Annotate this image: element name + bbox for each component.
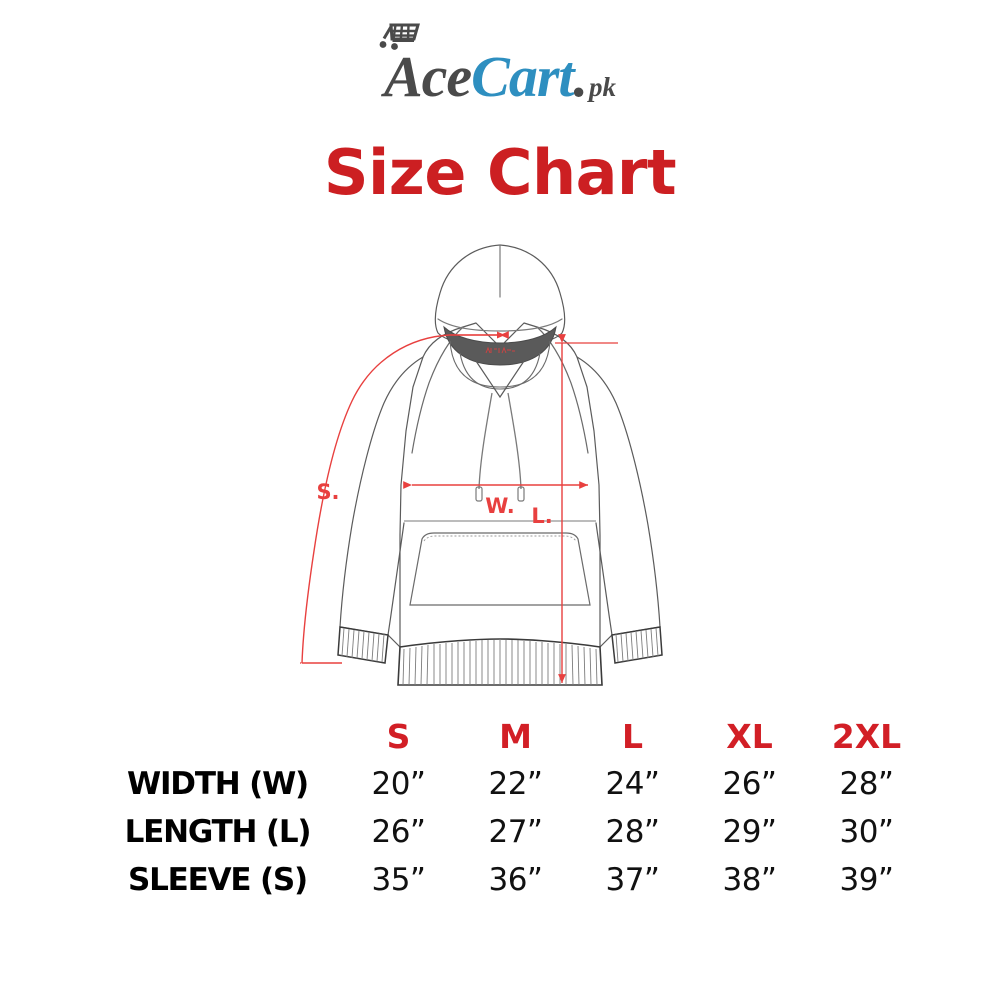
drawstring-right (507, 392, 522, 490)
brand-dot: . (573, 44, 589, 109)
cell-length-m: 27” (488, 814, 543, 850)
shopping-cart-icon (379, 23, 420, 50)
hoodie-collar (449, 340, 551, 388)
brand-name-cart: Cart (471, 44, 574, 109)
cell-sleeve-2xl: 39” (839, 862, 894, 898)
footer-col-xl (691, 904, 808, 952)
header-corner-blank (95, 712, 340, 760)
kangaroo-pocket (409, 532, 591, 606)
footer-col-m (457, 904, 574, 952)
hoodie-left-sleeve (339, 356, 424, 636)
table-row-sleeve: SLEEVE (S) 35” 36” 37” 38” 39” (95, 856, 925, 904)
cell-width-2xl: 28” (839, 766, 894, 802)
table-row-width: WIDTH (W) 20” 22” 24” 26” 28” (95, 760, 925, 808)
measurement-annotations (300, 331, 618, 683)
size-header-xl: XL (726, 716, 773, 756)
cell-sleeve-s: 35” (371, 862, 426, 898)
length-label: L. (531, 504, 552, 528)
drawstring-left (478, 392, 493, 490)
size-header-s: S (386, 716, 411, 756)
neck-opening (475, 360, 525, 399)
page-title: Size Chart (323, 136, 677, 209)
brand-tld: pk (589, 72, 617, 102)
cell-sleeve-xl: 38” (722, 862, 777, 898)
table-header-row: S M L XL 2XL (95, 712, 925, 760)
hoodie-cuff-left (337, 626, 389, 664)
cell-width-s: 20” (371, 766, 426, 802)
table-row-length: LENGTH (L) 26” 27” 28” 29” 30” (95, 808, 925, 856)
footer-col-l (574, 904, 691, 952)
cell-length-l: 28” (605, 814, 660, 850)
hood-interior (443, 325, 557, 366)
hoodie-cuff-right (611, 626, 663, 664)
cell-length-xl: 29” (722, 814, 777, 850)
cell-length-s: 26” (371, 814, 426, 850)
size-header-l: L (621, 716, 644, 756)
hoodie-right-sleeve (576, 356, 661, 636)
cell-width-l: 24” (605, 766, 660, 802)
row-label-length: LENGTH (L) (124, 814, 312, 850)
size-chart-table: S M L XL 2XL WIDTH (W) 20” 22” 24” 26” 2… (95, 712, 925, 952)
drawstring-tip-right (517, 486, 525, 502)
sleeve-label: S. (316, 480, 339, 504)
neck-brand-mark (485, 346, 515, 354)
hoodie-illustration: S. W. L. (300, 244, 663, 686)
size-header-2xl: 2XL (831, 716, 902, 756)
sleeve-measure-line (301, 331, 509, 664)
footer-col-2xl (808, 904, 925, 952)
cell-sleeve-m: 36” (488, 862, 543, 898)
brand-name-ace: Ace (383, 44, 472, 109)
footer-blank (95, 904, 340, 952)
table-footer-spacer (95, 904, 925, 952)
drawstring-tip-left (475, 486, 483, 502)
row-label-sleeve: SLEEVE (S) (127, 862, 308, 898)
width-label: W. (485, 494, 514, 518)
row-label-width: WIDTH (W) (126, 766, 309, 802)
hoodie-hem (397, 638, 603, 686)
footer-col-s (340, 904, 457, 952)
cell-width-xl: 26” (722, 766, 777, 802)
cell-width-m: 22” (488, 766, 543, 802)
cell-length-2xl: 30” (839, 814, 894, 850)
size-header-m: M (499, 716, 532, 756)
brand-logo: Ace Cart . pk (0, 23, 1000, 112)
cell-sleeve-l: 37” (605, 862, 660, 898)
